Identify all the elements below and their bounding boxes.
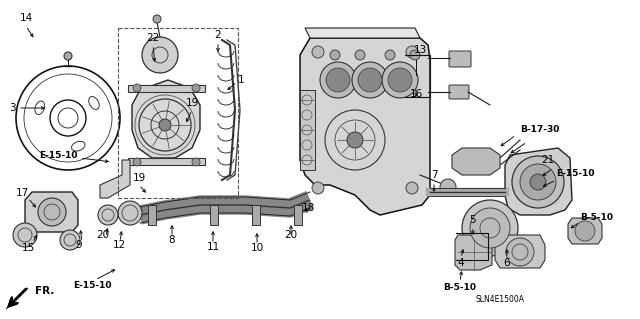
Polygon shape: [100, 160, 130, 198]
Bar: [252, 205, 260, 225]
Text: 18: 18: [301, 203, 315, 213]
Bar: [210, 205, 218, 225]
Polygon shape: [452, 148, 500, 175]
Circle shape: [347, 132, 363, 148]
Polygon shape: [305, 28, 420, 38]
Circle shape: [462, 200, 518, 256]
Polygon shape: [128, 85, 205, 92]
Circle shape: [388, 68, 412, 92]
Polygon shape: [568, 218, 602, 244]
Circle shape: [406, 182, 418, 194]
Bar: [294, 205, 302, 225]
Text: B-5-10: B-5-10: [444, 283, 477, 292]
Text: 3: 3: [9, 103, 15, 113]
Polygon shape: [300, 38, 430, 215]
Polygon shape: [132, 80, 200, 158]
Circle shape: [330, 50, 340, 60]
Circle shape: [506, 238, 534, 266]
Text: 13: 13: [413, 45, 427, 55]
Circle shape: [133, 84, 141, 92]
Text: 11: 11: [206, 242, 220, 252]
Text: 20: 20: [284, 230, 298, 240]
Circle shape: [312, 182, 324, 194]
Circle shape: [358, 68, 382, 92]
Circle shape: [64, 52, 72, 60]
Circle shape: [512, 156, 564, 208]
Text: 17: 17: [15, 188, 29, 198]
FancyBboxPatch shape: [449, 85, 469, 99]
Circle shape: [385, 50, 395, 60]
Circle shape: [520, 164, 556, 200]
Circle shape: [153, 15, 161, 23]
Polygon shape: [6, 288, 28, 309]
Circle shape: [575, 221, 595, 241]
Circle shape: [60, 230, 80, 250]
Text: 9: 9: [76, 240, 83, 250]
Circle shape: [326, 68, 350, 92]
Polygon shape: [300, 90, 315, 170]
Text: B-17-30: B-17-30: [520, 125, 559, 135]
Text: 7: 7: [431, 170, 437, 180]
Circle shape: [13, 223, 37, 247]
Text: B-5-10: B-5-10: [580, 213, 613, 222]
Circle shape: [192, 158, 200, 166]
Circle shape: [159, 119, 171, 131]
Circle shape: [312, 46, 324, 58]
Polygon shape: [128, 158, 205, 165]
Text: 19: 19: [132, 173, 146, 183]
Text: 22: 22: [147, 33, 159, 43]
Polygon shape: [505, 148, 572, 215]
Circle shape: [98, 205, 118, 225]
Circle shape: [38, 198, 66, 226]
Text: E-15-10: E-15-10: [39, 151, 77, 160]
Bar: [148, 205, 156, 225]
Circle shape: [320, 62, 356, 98]
Text: 1: 1: [237, 75, 244, 85]
Text: FR.: FR.: [35, 286, 54, 296]
Bar: [118, 28, 238, 198]
Text: 14: 14: [19, 13, 33, 23]
Text: 6: 6: [504, 258, 510, 268]
Text: 20: 20: [97, 230, 109, 240]
Text: 5: 5: [468, 215, 476, 225]
Circle shape: [382, 62, 418, 98]
Text: 10: 10: [250, 243, 264, 253]
Text: 12: 12: [113, 240, 125, 250]
Circle shape: [470, 208, 510, 248]
Polygon shape: [495, 235, 545, 268]
Text: E-15-10: E-15-10: [73, 280, 111, 290]
Text: 21: 21: [541, 155, 555, 165]
Circle shape: [133, 158, 141, 166]
Circle shape: [355, 50, 365, 60]
Text: 16: 16: [410, 89, 422, 99]
Circle shape: [352, 62, 388, 98]
Circle shape: [118, 201, 142, 225]
FancyBboxPatch shape: [449, 51, 471, 67]
Circle shape: [530, 174, 546, 190]
Text: SLN4E1500A: SLN4E1500A: [476, 294, 525, 303]
Polygon shape: [455, 235, 492, 270]
Text: 8: 8: [169, 235, 175, 245]
Text: E-15-10: E-15-10: [556, 168, 595, 177]
Circle shape: [406, 46, 418, 58]
Text: 4: 4: [458, 258, 464, 268]
Circle shape: [440, 179, 456, 195]
FancyArrowPatch shape: [8, 289, 26, 306]
Text: 2: 2: [214, 30, 221, 40]
Circle shape: [410, 50, 420, 60]
Polygon shape: [25, 192, 78, 232]
Circle shape: [142, 37, 178, 73]
Text: 19: 19: [186, 98, 198, 108]
Circle shape: [192, 84, 200, 92]
Text: 15: 15: [21, 243, 35, 253]
